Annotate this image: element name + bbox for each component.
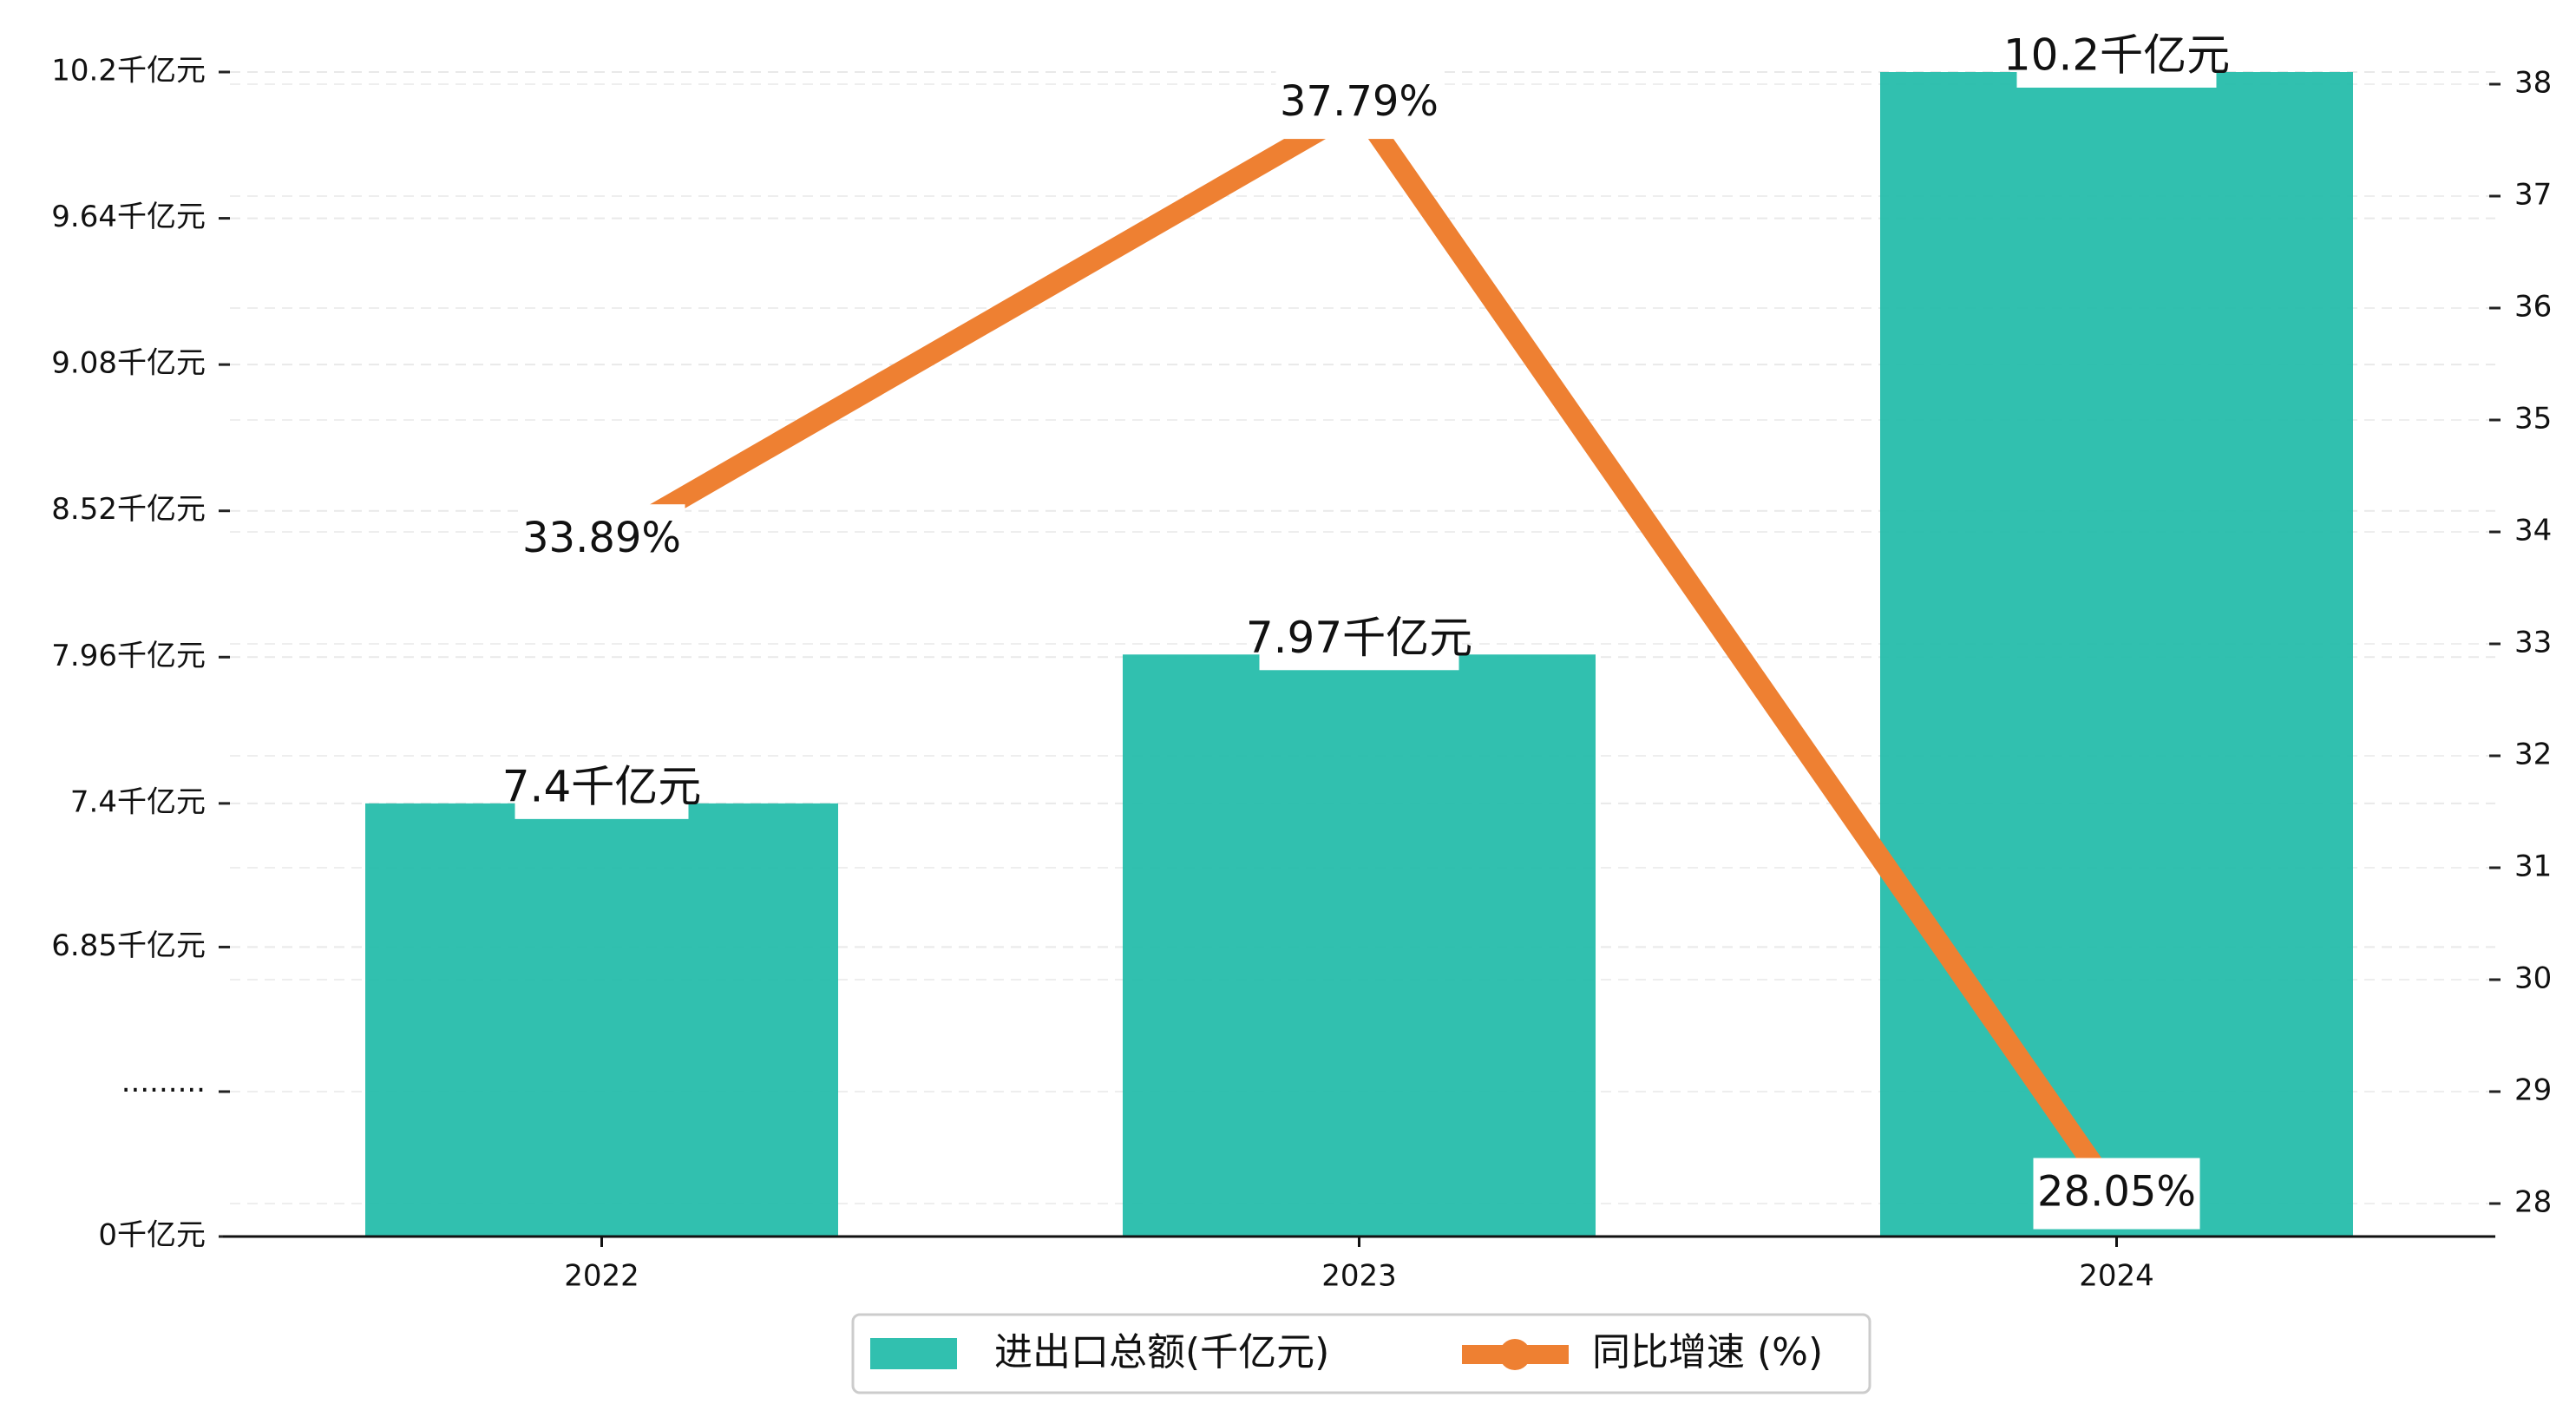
legend-bar-swatch [870,1338,957,1369]
bar-label-background [515,759,689,819]
left-axis-tick-label: 7.96千亿元 [51,639,206,673]
left-axis-tick-label: 9.64千亿元 [51,200,206,234]
left-axis-tick-label: 9.08千亿元 [51,346,206,381]
bar-2023 [1123,654,1596,1237]
bar-2024 [1880,72,2353,1237]
right-axis-tick-label: 38 [2514,66,2552,101]
line-value-label: 28.05% [2037,1168,2196,1217]
right-axis-tick-label: 28 [2514,1185,2552,1220]
legend-label-line: 同比增速 (%) [1592,1330,1823,1374]
left-axis-tick-label: 6.85千亿元 [51,928,206,963]
right-axis-tick-label: 35 [2514,402,2552,436]
x-axis-tick-label: 2023 [1321,1259,1397,1294]
line-label-background [2033,1158,2200,1230]
bar-label-background [2016,29,2217,88]
line-label-background [518,504,685,576]
bar-label-background [1259,611,1459,671]
right-axis-tick-label: 33 [2514,626,2552,660]
right-axis-tick-label: 30 [2514,961,2552,996]
right-axis-tick-label: 29 [2514,1073,2552,1108]
left-axis-tick-label: ········· [121,1073,206,1108]
bar-2022 [365,803,838,1237]
legend-box [851,1313,1871,1394]
line-label-background [1275,68,1443,140]
line-value-label: 37.79% [1280,77,1439,126]
x-axis-tick-label: 2022 [564,1259,639,1294]
legend-line-marker [1499,1339,1531,1370]
bar-value-label: 7.4千亿元 [502,761,702,811]
line-value-label: 33.89% [522,514,681,562]
right-axis-tick-label: 31 [2514,850,2552,884]
bar-value-label: 7.97千亿元 [1246,613,1472,663]
x-axis-tick-label: 2024 [2079,1259,2154,1294]
left-axis-tick-label: 8.52千亿元 [51,492,206,527]
left-axis-tick-label: 0千亿元 [98,1218,206,1253]
right-axis-tick-label: 34 [2514,514,2552,548]
legend-label-bar: 进出口总额(千亿元) [994,1330,1329,1374]
right-axis-tick-label: 37 [2514,178,2552,213]
bar-value-label: 10.2千亿元 [2003,30,2230,81]
left-axis-tick-label: 7.4千亿元 [70,784,206,819]
left-axis-tick-label: 10.2千亿元 [51,54,206,89]
right-axis-tick-label: 36 [2514,290,2552,325]
right-axis-tick-label: 32 [2514,738,2552,772]
